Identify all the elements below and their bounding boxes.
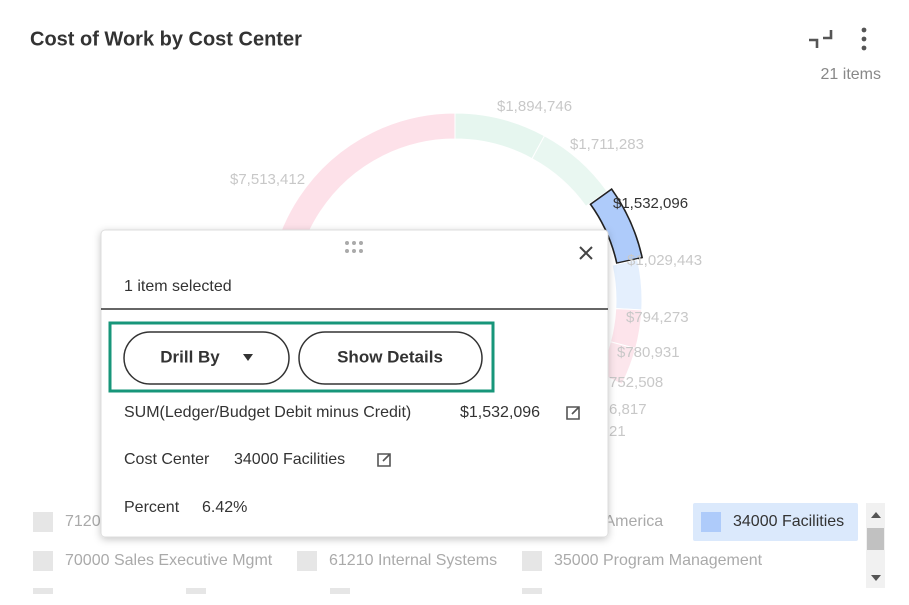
drag-handle[interactable] — [345, 241, 363, 253]
segment-label: $7,513,412 — [230, 171, 305, 188]
legend: 7120 h America 34000 Facilities 70000 Sales… — [33, 503, 858, 594]
button-label: Show Details — [337, 347, 443, 366]
segment-label: 6,817 — [609, 401, 647, 418]
legend-highlight — [693, 503, 858, 541]
detail-value: $1,532,096 — [460, 404, 540, 421]
donut-segment — [589, 188, 644, 265]
legend-swatch — [522, 588, 542, 594]
selection-popup: 1 item selected Drill By Show Details SU… — [100, 229, 609, 538]
legend-label[interactable]: 7120 — [65, 513, 101, 530]
legend-label[interactable]: 61210 Internal Systems — [329, 552, 497, 569]
donut-segment — [531, 135, 608, 207]
item-count: 21 items — [821, 66, 881, 83]
segment-label: 752,508 — [609, 374, 663, 391]
segment-label: $1,532,096 — [613, 195, 688, 212]
legend-label[interactable]: h America — [592, 513, 663, 530]
legend-swatch — [522, 551, 542, 571]
external-link[interactable] — [377, 453, 391, 467]
detail-label: Cost Center — [124, 451, 210, 468]
legend-swatch — [701, 512, 721, 532]
drill-by-button[interactable] — [123, 331, 290, 385]
detail-value: 6.42% — [202, 499, 247, 516]
donut-segment — [454, 112, 546, 160]
legend-swatch — [297, 551, 317, 571]
collapse-button[interactable] — [809, 30, 833, 48]
legend-swatch — [330, 588, 350, 594]
card-title: Cost of Work by Cost Center — [30, 28, 302, 50]
legend-swatch — [186, 588, 206, 594]
segment-label: $1,029,443 — [627, 252, 702, 269]
legend-label[interactable]: 35000 Program Management — [554, 552, 763, 569]
segment-label: $794,273 — [626, 309, 689, 326]
legend-label[interactable]: 70000 Sales Executive Mgmt — [65, 552, 273, 569]
segment-label: $1,894,746 — [497, 98, 572, 115]
legend-swatch — [33, 588, 53, 594]
legend-label[interactable]: 34000 Facilities — [733, 513, 844, 530]
more-menu[interactable] — [861, 27, 867, 51]
legend-swatch — [33, 551, 53, 571]
segment-label: 21 — [609, 423, 626, 440]
segment-label: $780,931 — [617, 344, 680, 361]
close-button[interactable] — [579, 246, 593, 260]
external-link[interactable] — [566, 406, 580, 420]
scrollbar[interactable] — [866, 503, 885, 588]
detail-value: 34000 Facilities — [234, 451, 345, 468]
show-details-button[interactable] — [298, 331, 483, 385]
segment-label: $1,711,283 — [570, 136, 644, 153]
button-label: Drill By — [160, 347, 220, 366]
legend-swatch — [33, 512, 53, 532]
detail-label: Percent — [124, 499, 180, 516]
selection-count: 1 item selected — [124, 278, 232, 295]
detail-label: SUM(Ledger/Budget Debit minus Credit) — [124, 404, 411, 421]
